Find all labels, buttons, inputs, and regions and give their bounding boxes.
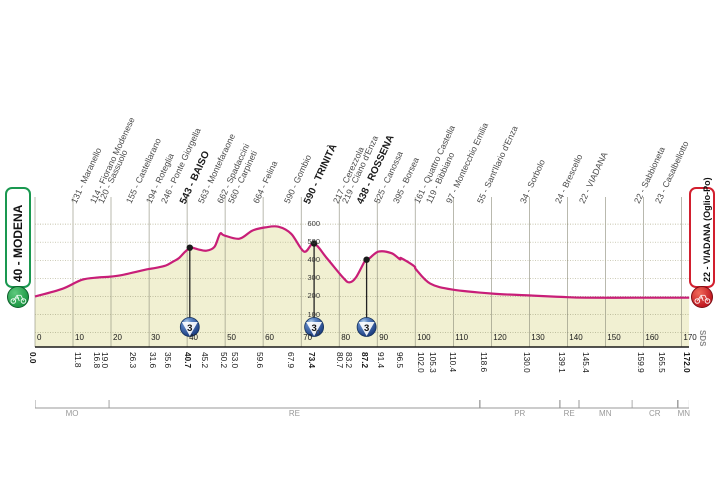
svg-text:3: 3 [364, 323, 369, 334]
